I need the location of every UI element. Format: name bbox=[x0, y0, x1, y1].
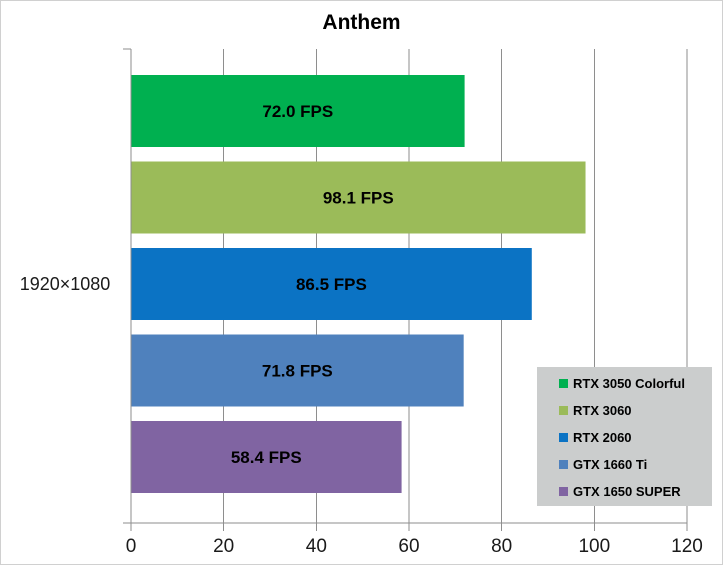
x-axis-tick-label-40: 40 bbox=[306, 536, 327, 557]
legend-item-gtx-1660-ti: GTX 1660 Ti bbox=[559, 458, 712, 471]
legend-color-swatch-icon bbox=[559, 433, 568, 442]
x-axis-tick-label-20: 20 bbox=[213, 536, 234, 557]
legend-color-swatch-icon bbox=[559, 406, 568, 415]
bar-gtx-1650-super bbox=[131, 421, 402, 493]
legend-color-swatch-icon bbox=[559, 460, 568, 469]
legend-item-rtx-3060: RTX 3060 bbox=[559, 404, 712, 417]
legend-item-label: RTX 3060 bbox=[573, 403, 632, 418]
bar-value-label-rtx-3060: 98.1 FPS bbox=[323, 189, 394, 208]
bar-gtx-1660-ti bbox=[131, 334, 464, 407]
x-axis-tick-label-120: 120 bbox=[671, 536, 703, 557]
x-axis-tick-label-100: 100 bbox=[578, 536, 610, 557]
legend: RTX 3050 Colorful RTX 3060 RTX 2060 GTX 166… bbox=[537, 367, 712, 506]
legend-item-label: RTX 2060 bbox=[573, 430, 632, 445]
bar-rtx-2060 bbox=[131, 248, 532, 320]
y-axis-category-label: 1920×1080 bbox=[19, 274, 111, 294]
bar-value-label-gtx-1660-ti: 71.8 FPS bbox=[262, 362, 333, 381]
x-axis-tick-label-80: 80 bbox=[491, 536, 512, 557]
legend-color-swatch-icon bbox=[559, 487, 568, 496]
x-axis-tick-label-0: 0 bbox=[126, 536, 137, 557]
bar-value-label-rtx-2060: 86.5 FPS bbox=[296, 275, 367, 294]
legend-item-label: GTX 1660 Ti bbox=[573, 457, 648, 472]
legend-item-rtx-2060: RTX 2060 bbox=[559, 431, 712, 444]
bar-rtx-3050-colorful bbox=[131, 75, 465, 147]
bar-value-label-gtx-1650-super: 58.4 FPS bbox=[231, 448, 302, 467]
bar-value-label-rtx-3050-colorful: 72.0 FPS bbox=[262, 102, 333, 121]
legend-item-label: RTX 3050 Colorful bbox=[573, 376, 685, 391]
x-axis-tick-label-60: 60 bbox=[398, 536, 419, 557]
legend-item-rtx-3050-colorful: RTX 3050 Colorful bbox=[559, 377, 712, 390]
bar-rtx-3060 bbox=[131, 161, 586, 234]
legend-color-swatch-icon bbox=[559, 379, 568, 388]
legend-item-gtx-1650-super: GTX 1650 SUPER bbox=[559, 485, 712, 498]
legend-item-label: GTX 1650 SUPER bbox=[573, 484, 681, 499]
chart-title: Anthem bbox=[322, 11, 401, 34]
